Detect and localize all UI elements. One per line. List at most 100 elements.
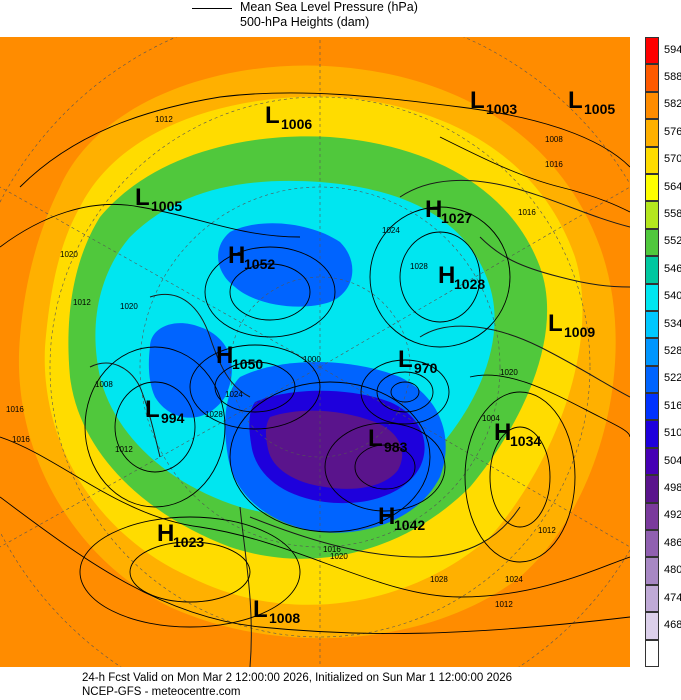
colorbar-swatch bbox=[645, 365, 659, 394]
colorbar-swatch bbox=[645, 612, 659, 640]
height-band-498 bbox=[265, 410, 403, 489]
isobar-value-label: 1016 bbox=[323, 545, 341, 554]
colorbar-swatch bbox=[645, 91, 659, 120]
heights-legend-label: 500-hPa Heights (dam) bbox=[240, 15, 370, 29]
pressure-value: 1003 bbox=[486, 101, 517, 117]
isobar-value-label: 1024 bbox=[382, 226, 400, 235]
colorbar-tick-label: 564 bbox=[664, 180, 681, 193]
colorbar-swatch bbox=[645, 475, 659, 503]
low-pressure-letter: L bbox=[135, 184, 150, 211]
pressure-value: 1005 bbox=[151, 198, 182, 214]
colorbar-tick-label: 522 bbox=[664, 372, 681, 385]
mslp-isobars bbox=[0, 92, 630, 635]
low-pressure-letter: L bbox=[568, 87, 583, 114]
pressure-value: 994 bbox=[161, 410, 185, 426]
height-colorbar: 594 588 582 576 570 564 558 552 546 540 534 528 522 5… bbox=[645, 37, 681, 667]
isobar-value-label: 1028 bbox=[410, 262, 428, 271]
colorbar-tick-label: 534 bbox=[664, 317, 681, 330]
pressure-value: 1028 bbox=[454, 276, 485, 292]
low-pressure-letter: L bbox=[265, 102, 280, 129]
pressure-value: 1009 bbox=[564, 324, 595, 340]
colorbar-swatch bbox=[645, 228, 659, 257]
colorbar-swatch bbox=[645, 256, 659, 284]
pressure-value: 1027 bbox=[441, 210, 472, 226]
isobar-value-label: 1000 bbox=[303, 355, 321, 364]
colorbar-swatch bbox=[645, 338, 659, 366]
colorbar-tick-label: 480 bbox=[664, 564, 681, 577]
isobar-value-label: 1008 bbox=[545, 135, 563, 144]
colorbar-tick-label: 498 bbox=[664, 481, 681, 494]
low-pressure-letter: L bbox=[470, 87, 485, 114]
pressure-value: 1052 bbox=[244, 256, 275, 272]
isobar-legend-line bbox=[192, 8, 232, 9]
colorbar-swatch bbox=[645, 639, 659, 667]
isobar-value-label: 1016 bbox=[12, 435, 30, 444]
isobar-value-label: 1020 bbox=[330, 552, 348, 561]
height-band-528-north bbox=[218, 223, 353, 307]
colorbar-tick-label: 540 bbox=[664, 290, 681, 303]
colorbar-swatch bbox=[645, 393, 659, 421]
colorbar-swatch bbox=[645, 64, 659, 92]
colorbar-swatch bbox=[645, 530, 659, 558]
colorbar-swatch bbox=[645, 37, 659, 65]
isobar-value-label: 1024 bbox=[505, 575, 523, 584]
low-pressure-letter: L bbox=[398, 346, 413, 373]
colorbar-swatch bbox=[645, 502, 659, 531]
pressure-legend-label: Mean Sea Level Pressure (hPa) bbox=[240, 0, 418, 14]
isobar-value-label: 1008 bbox=[95, 380, 113, 389]
pressure-value: 1008 bbox=[269, 610, 300, 626]
pressure-value: 1005 bbox=[584, 101, 615, 117]
colorbar-swatch bbox=[645, 119, 659, 147]
colorbar-tick-label: 468 bbox=[664, 618, 681, 631]
forecast-map: L 1003 L 1005 L 1006 L 1005 H 1027 H 1052 H 1028 L 1009… bbox=[0, 37, 630, 667]
colorbar-tick-label: 588 bbox=[664, 71, 681, 84]
legend-header: Mean Sea Level Pressure (hPa) 500-hPa He… bbox=[0, 0, 681, 36]
pressure-value: 1050 bbox=[232, 356, 263, 372]
colorbar-swatch bbox=[645, 557, 659, 585]
high-pressure-letter: H bbox=[228, 242, 245, 269]
height-fill-layer bbox=[0, 37, 630, 667]
colorbar-tick-label: 582 bbox=[664, 98, 681, 111]
isobar-value-label: 1012 bbox=[495, 600, 513, 609]
pressure-value: 1034 bbox=[510, 433, 541, 449]
colorbar-swatch bbox=[645, 420, 659, 448]
isobar-value-label: 1016 bbox=[545, 160, 563, 169]
high-pressure-letter: H bbox=[157, 520, 174, 547]
isobar-value-label: 1016 bbox=[6, 405, 24, 414]
height-band-528-west bbox=[148, 323, 232, 418]
colorbar-swatch bbox=[645, 447, 659, 476]
isobar-value-label: 1028 bbox=[430, 575, 448, 584]
high-pressure-letter: H bbox=[494, 419, 511, 446]
low-pressure-letter: L bbox=[548, 310, 563, 337]
low-pressure-letter: L bbox=[368, 425, 383, 452]
pressure-value: 1006 bbox=[281, 116, 312, 132]
isobar-value-label: 1012 bbox=[73, 298, 91, 307]
high-pressure-letter: H bbox=[438, 262, 455, 289]
pressure-value: 1042 bbox=[394, 517, 425, 533]
pressure-value: 970 bbox=[414, 360, 438, 376]
source-credit-text: NCEP-GFS - meteocentre.com bbox=[82, 686, 241, 698]
colorbar-tick-label: 546 bbox=[664, 262, 681, 275]
colorbar-tick-label: 594 bbox=[664, 43, 681, 56]
colorbar-tick-label: 558 bbox=[664, 208, 681, 221]
pressure-value: 983 bbox=[384, 439, 408, 455]
colorbar-tick-label: 570 bbox=[664, 153, 681, 166]
isobar-value-label: 1012 bbox=[115, 445, 133, 454]
coastlines bbox=[89, 180, 630, 667]
colorbar-swatch bbox=[645, 283, 659, 311]
colorbar-tick-label: 492 bbox=[664, 509, 681, 522]
forecast-valid-text: 24-h Fcst Valid on Mon Mar 2 12:00:00 20… bbox=[82, 672, 513, 684]
high-pressure-letter: H bbox=[216, 342, 233, 369]
colorbar-swatch bbox=[645, 173, 659, 202]
colorbar-tick-label: 576 bbox=[664, 125, 681, 138]
isobar-value-label: 1004 bbox=[482, 414, 500, 423]
colorbar-swatch bbox=[645, 584, 659, 613]
high-pressure-letter: H bbox=[378, 503, 395, 530]
colorbar-tick-label: 474 bbox=[664, 591, 681, 604]
colorbar-swatch bbox=[645, 310, 659, 339]
pressure-value: 1023 bbox=[173, 534, 204, 550]
isobar-value-label: 1012 bbox=[155, 115, 173, 124]
colorbar-tick-label: 528 bbox=[664, 345, 681, 357]
